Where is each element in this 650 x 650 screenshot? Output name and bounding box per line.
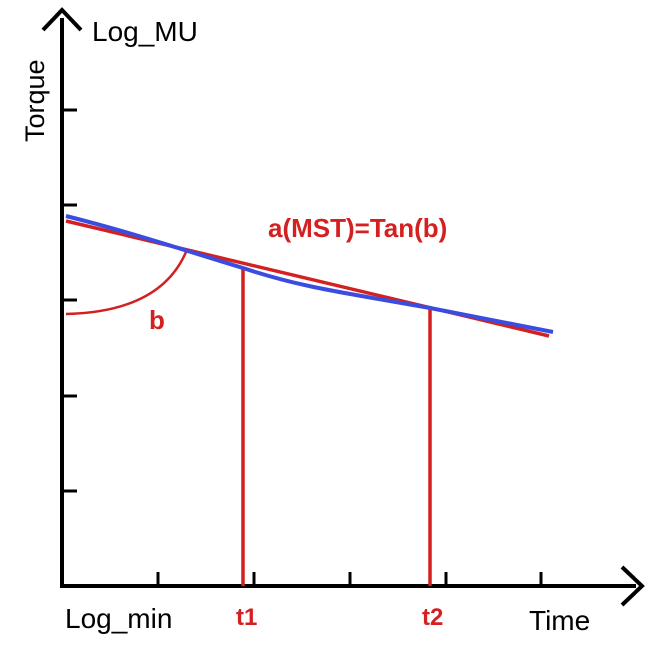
t1-label: t1 <box>236 604 257 631</box>
y-ticks <box>62 108 77 493</box>
formula-label: a(MST)=Tan(b) <box>268 213 447 243</box>
y-axis-unit-label: Log_MU <box>92 16 198 47</box>
angle-arc <box>65 251 188 316</box>
y-axis-arrowhead <box>41 7 83 32</box>
x-axis-arrowhead <box>620 565 645 607</box>
x-origin-label: Log_min <box>65 603 172 634</box>
x-ticks <box>156 572 543 586</box>
t2-label: t2 <box>422 604 443 631</box>
data-curve <box>65 214 554 334</box>
axes <box>41 7 645 607</box>
x-axis-title: Time <box>529 605 590 636</box>
angle-label: b <box>149 305 165 335</box>
y-axis-title: Torque <box>20 59 50 142</box>
